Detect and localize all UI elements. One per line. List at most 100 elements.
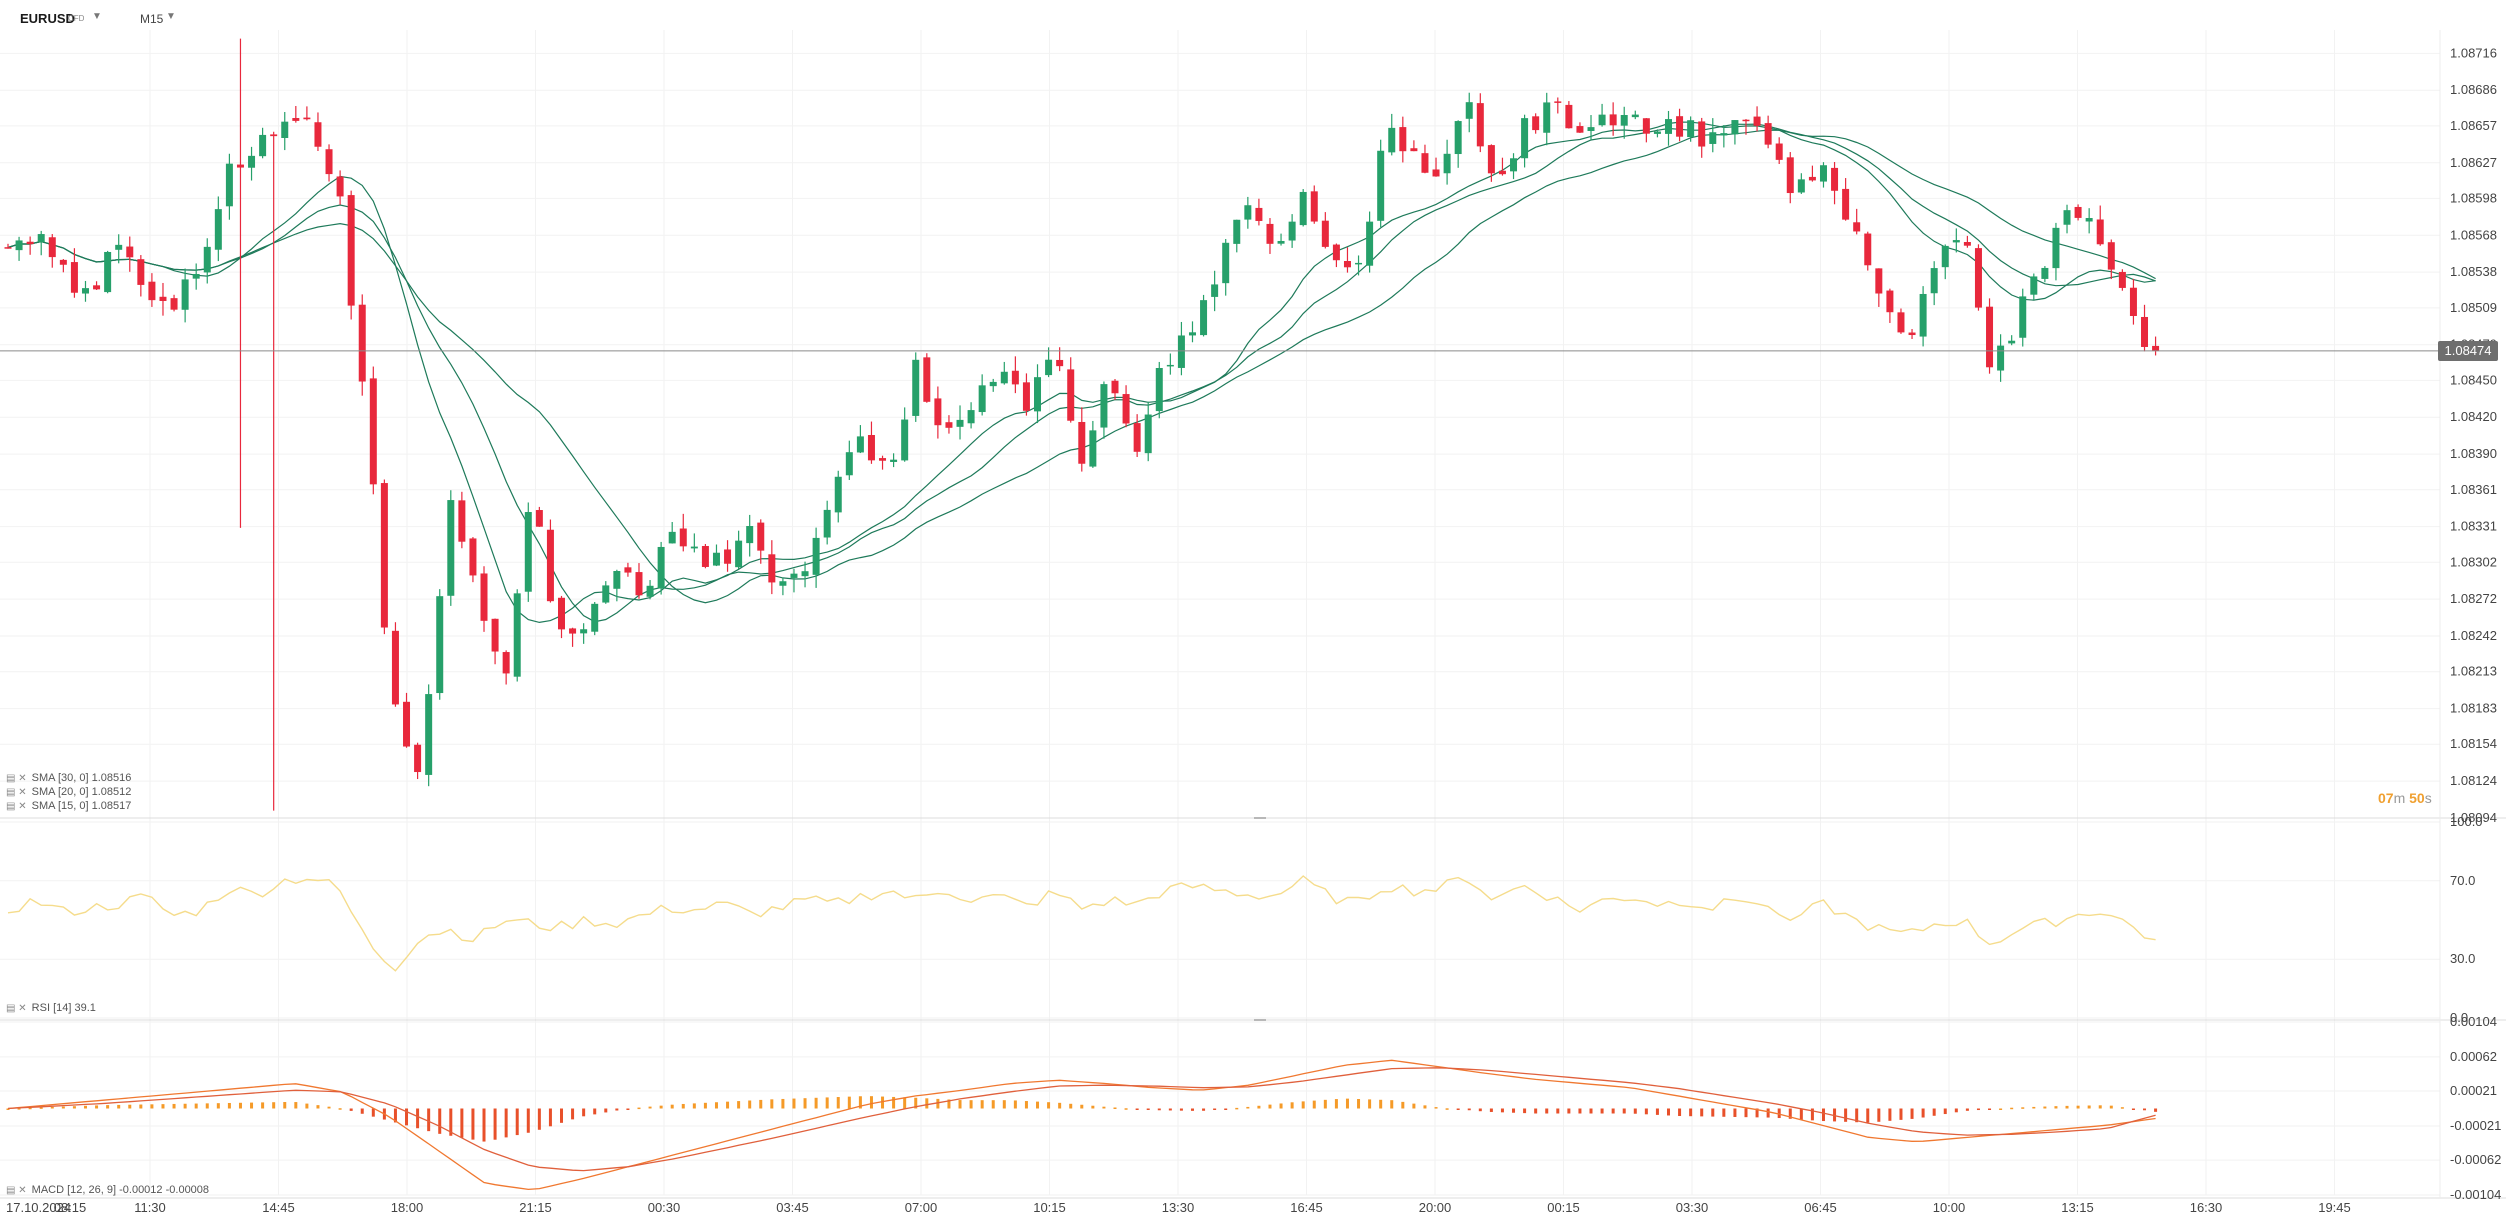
candle-down	[1853, 222, 1861, 232]
price-axis: 1.08716 1.08686 1.08657 1.08627 1.08598 1.085…	[0, 45, 2497, 825]
macd-histogram-bar	[1357, 1099, 1361, 1109]
macd-histogram-bar	[1589, 1108, 1593, 1114]
candle-down	[2152, 345, 2160, 351]
chart-toolbar: EURUSD CFD ▼ M15 ▼	[0, 0, 2506, 38]
macd-histogram-bar	[571, 1108, 575, 1120]
candle-down	[535, 510, 543, 527]
macd-histogram-bar	[892, 1096, 896, 1109]
macd-histogram-bar	[150, 1104, 154, 1109]
macd-histogram-bar	[1733, 1108, 1737, 1117]
candle-up	[15, 240, 23, 251]
candle-down	[1842, 188, 1850, 220]
macd-histogram-bar	[1036, 1101, 1040, 1109]
candle-up	[613, 571, 621, 589]
last-price-label: 1.08474	[2438, 340, 2498, 361]
candle-down	[148, 281, 156, 301]
macd-histogram-bar	[250, 1102, 254, 1109]
candle-up	[104, 251, 112, 293]
macd-histogram-bar	[449, 1108, 453, 1136]
candle-up	[602, 585, 610, 603]
macd-histogram-bar	[371, 1108, 375, 1117]
candle-down	[1255, 207, 1263, 221]
candle-down	[1067, 369, 1075, 421]
symbol-dropdown-icon[interactable]: ▼	[92, 11, 102, 22]
candle-up	[524, 512, 532, 592]
macd-histogram-bar	[1678, 1108, 1682, 1117]
macd-histogram-bar	[803, 1098, 807, 1109]
candle-down	[1056, 359, 1064, 367]
macd-histogram-bar	[139, 1104, 143, 1109]
candle-down	[1078, 421, 1086, 464]
sma30-legend[interactable]: ▤ ✕ SMA [30, 0] 1.08516	[6, 772, 132, 784]
macd-histogram-bar	[50, 1106, 54, 1109]
sma-line-15	[7, 121, 2156, 624]
macd-histogram-bar	[349, 1108, 353, 1111]
candle-down	[635, 572, 643, 596]
legend-settings-icon: ▤ ✕	[6, 801, 27, 812]
macd-histogram-bar	[95, 1105, 99, 1109]
macd-histogram-bar	[1047, 1102, 1051, 1109]
macd-legend[interactable]: ▤ ✕ MACD [12, 26, 9] -0.00012 -0.00008	[6, 1184, 210, 1196]
macd-histogram-bar	[1810, 1108, 1814, 1121]
macd-histogram-bar	[1611, 1108, 1615, 1114]
macd-histogram-bar	[1622, 1108, 1626, 1114]
macd-histogram-bar	[161, 1104, 165, 1109]
candle-up	[425, 694, 433, 775]
candle-up	[1200, 300, 1208, 336]
sma15-legend[interactable]: ▤ ✕ SMA [15, 0] 1.08517	[6, 800, 132, 812]
candle-up	[1244, 205, 1252, 220]
candle-up	[1543, 102, 1551, 133]
macd-histogram-bar	[6, 1108, 10, 1110]
candle-down	[458, 500, 466, 542]
candle-up	[37, 234, 45, 243]
symbol-selector[interactable]: EURUSD	[20, 11, 75, 26]
macd-histogram-bar	[1345, 1098, 1349, 1109]
candle-down	[469, 538, 477, 576]
rsi-tick-label: 100.0	[2450, 814, 2483, 829]
candle-down	[1908, 332, 1916, 336]
sma20-legend[interactable]: ▤ ✕ SMA [20, 0] 1.08512	[6, 786, 132, 798]
timeframe-dropdown-icon[interactable]: ▼	[166, 11, 176, 22]
candle-down	[325, 149, 333, 175]
time-tick-label: 06:45	[1804, 1200, 1837, 1215]
macd-histogram-bar	[1523, 1108, 1527, 1114]
candle-up	[2063, 210, 2071, 225]
macd-histogram-bar	[1257, 1105, 1261, 1109]
candle-down	[380, 483, 388, 628]
price-tick-label: 1.08094	[2450, 810, 2497, 825]
macd-histogram-bar	[1058, 1102, 1062, 1109]
candle-down	[1133, 423, 1141, 452]
macd-histogram-bar	[205, 1103, 209, 1109]
legend-settings-icon: ▤ ✕	[6, 1185, 27, 1196]
candle-up	[901, 419, 909, 461]
candle-up	[1388, 127, 1396, 153]
candle-down	[1808, 176, 1816, 181]
candle-up	[967, 410, 975, 424]
candle-up	[646, 585, 654, 597]
sma-line-30	[7, 129, 2156, 604]
candle-down	[1609, 114, 1617, 126]
rsi-legend[interactable]: ▤ ✕ RSI [14] 39.1	[6, 1002, 96, 1014]
macd-histogram-bar	[1888, 1108, 1892, 1121]
macd-histogram-bar	[216, 1103, 220, 1109]
macd-histogram-bar	[305, 1103, 309, 1109]
candle-down	[1742, 119, 1750, 122]
macd-histogram-bar	[958, 1100, 962, 1109]
candle-up	[2052, 227, 2060, 269]
candle-up	[1620, 114, 1628, 126]
macd-histogram-bar	[1655, 1108, 1659, 1115]
price-tick-label: 1.08568	[2450, 227, 2497, 242]
candle-down	[336, 176, 344, 197]
macd-histogram-bar	[1102, 1106, 1106, 1109]
macd-histogram-bar	[1700, 1108, 1704, 1117]
candle-up	[801, 571, 809, 577]
candle-down	[4, 247, 12, 249]
timeframe-selector[interactable]: M15	[140, 12, 164, 26]
candle-up	[281, 121, 289, 138]
candle-down	[2118, 271, 2126, 288]
macd-histogram-bar	[2021, 1107, 2025, 1109]
candle-up	[2085, 218, 2093, 222]
macd-histogram-bar	[283, 1102, 287, 1109]
